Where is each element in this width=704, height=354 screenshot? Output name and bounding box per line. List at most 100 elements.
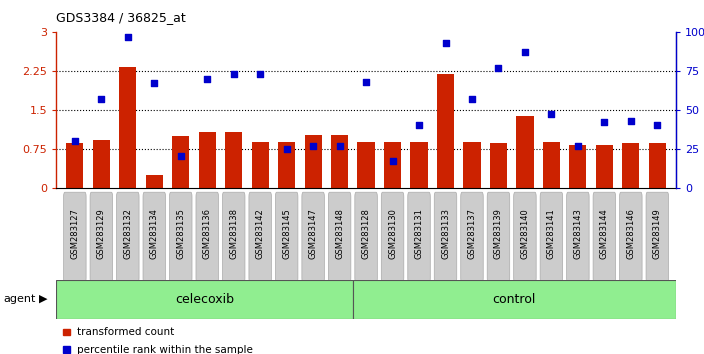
Point: [387, 158, 398, 164]
Point: [652, 122, 663, 128]
FancyBboxPatch shape: [275, 192, 298, 282]
Bar: [305, 135, 322, 188]
FancyBboxPatch shape: [514, 192, 536, 282]
Point: [228, 71, 239, 77]
Point: [122, 34, 134, 39]
Text: GSM283136: GSM283136: [203, 208, 212, 259]
Text: GSM283147: GSM283147: [308, 208, 318, 259]
Text: agent: agent: [4, 294, 36, 304]
Point: [281, 146, 292, 152]
FancyBboxPatch shape: [222, 192, 245, 282]
Bar: [225, 132, 242, 188]
FancyBboxPatch shape: [90, 192, 113, 282]
Text: ▶: ▶: [39, 294, 47, 304]
Bar: [146, 175, 163, 188]
Text: transformed count: transformed count: [77, 327, 175, 337]
FancyBboxPatch shape: [646, 192, 669, 282]
FancyBboxPatch shape: [382, 192, 404, 282]
FancyBboxPatch shape: [434, 192, 457, 282]
Text: GSM283131: GSM283131: [415, 208, 424, 259]
Text: GSM283135: GSM283135: [176, 208, 185, 259]
Text: GSM283132: GSM283132: [123, 208, 132, 259]
Text: celecoxib: celecoxib: [175, 293, 234, 306]
FancyBboxPatch shape: [170, 192, 192, 282]
Text: GSM283142: GSM283142: [256, 208, 265, 259]
Text: GSM283148: GSM283148: [335, 208, 344, 259]
Bar: [516, 116, 534, 188]
Point: [598, 119, 610, 125]
Text: GSM283138: GSM283138: [230, 208, 238, 259]
Point: [413, 122, 425, 128]
FancyBboxPatch shape: [593, 192, 615, 282]
Bar: [93, 140, 110, 188]
FancyBboxPatch shape: [460, 192, 483, 282]
Text: GSM283130: GSM283130: [388, 208, 397, 259]
Text: GSM283149: GSM283149: [653, 208, 662, 259]
Bar: [437, 74, 454, 188]
Bar: [278, 142, 295, 188]
FancyBboxPatch shape: [302, 192, 325, 282]
Text: control: control: [493, 293, 536, 306]
FancyBboxPatch shape: [196, 192, 218, 282]
Bar: [543, 142, 560, 188]
Bar: [353, 280, 676, 319]
FancyBboxPatch shape: [487, 192, 510, 282]
Text: GSM283146: GSM283146: [627, 208, 635, 259]
Point: [175, 154, 187, 159]
Point: [149, 80, 160, 86]
Bar: [172, 136, 189, 188]
Text: GSM283145: GSM283145: [282, 208, 291, 259]
Point: [334, 143, 345, 148]
Text: GSM283129: GSM283129: [97, 208, 106, 259]
Point: [440, 40, 451, 46]
Text: percentile rank within the sample: percentile rank within the sample: [77, 344, 253, 354]
Bar: [570, 145, 586, 188]
Point: [572, 143, 584, 148]
Bar: [331, 135, 348, 188]
FancyBboxPatch shape: [63, 192, 86, 282]
Point: [493, 65, 504, 70]
Bar: [463, 142, 481, 188]
Point: [625, 118, 636, 124]
Bar: [490, 143, 507, 188]
Bar: [384, 142, 401, 188]
Point: [255, 71, 266, 77]
Point: [546, 112, 557, 117]
Bar: [119, 67, 137, 188]
Point: [520, 49, 531, 55]
Point: [466, 96, 477, 102]
Text: GSM283143: GSM283143: [573, 208, 582, 259]
Text: GSM283141: GSM283141: [547, 208, 556, 259]
Text: GSM283140: GSM283140: [520, 208, 529, 259]
Text: GSM283139: GSM283139: [494, 208, 503, 259]
FancyBboxPatch shape: [143, 192, 165, 282]
Point: [96, 96, 107, 102]
FancyBboxPatch shape: [249, 192, 272, 282]
FancyBboxPatch shape: [540, 192, 562, 282]
Text: GSM283137: GSM283137: [467, 208, 477, 259]
Text: GDS3384 / 36825_at: GDS3384 / 36825_at: [56, 11, 186, 24]
FancyBboxPatch shape: [408, 192, 430, 282]
Point: [360, 79, 372, 85]
Bar: [251, 142, 269, 188]
Bar: [648, 143, 666, 188]
Text: GSM283128: GSM283128: [362, 208, 370, 259]
Point: [201, 76, 213, 81]
FancyBboxPatch shape: [620, 192, 642, 282]
Bar: [199, 132, 216, 188]
FancyBboxPatch shape: [567, 192, 589, 282]
Bar: [596, 145, 613, 188]
FancyBboxPatch shape: [117, 192, 139, 282]
Text: GSM283144: GSM283144: [600, 208, 609, 259]
Bar: [56, 280, 353, 319]
Bar: [622, 143, 639, 188]
Point: [69, 138, 80, 144]
FancyBboxPatch shape: [355, 192, 377, 282]
Text: GSM283133: GSM283133: [441, 208, 450, 259]
Text: GSM283127: GSM283127: [70, 208, 80, 259]
Point: [308, 143, 319, 148]
FancyBboxPatch shape: [328, 192, 351, 282]
Bar: [66, 143, 84, 188]
Bar: [358, 142, 375, 188]
Bar: [410, 142, 427, 188]
